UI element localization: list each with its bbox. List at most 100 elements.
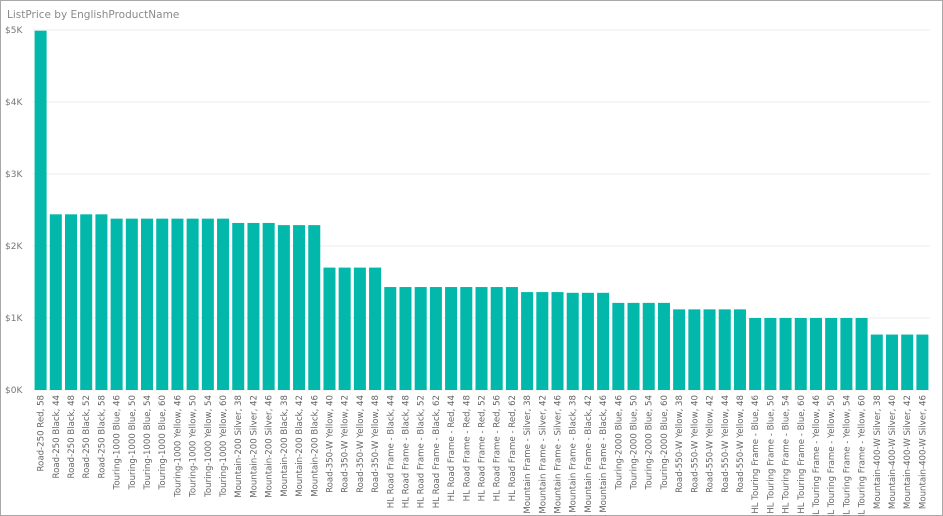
bar[interactable] (642, 302, 655, 390)
x-tick-label: Touring-1000 Yellow, 46 (173, 395, 183, 498)
x-tick-label: Mountain-400-W Silver, 46 (918, 395, 928, 509)
bar[interactable] (156, 218, 169, 390)
bar[interactable] (186, 218, 199, 390)
bar[interactable] (65, 214, 78, 390)
bar[interactable] (399, 287, 412, 390)
bar[interactable] (825, 318, 838, 390)
bar[interactable] (779, 318, 792, 390)
bar[interactable] (323, 267, 336, 390)
bar[interactable] (384, 287, 397, 390)
x-tick-label: HL Touring Frame - Blue, 60 (797, 395, 807, 514)
bar[interactable] (566, 292, 579, 390)
bar[interactable] (110, 218, 123, 390)
bar[interactable] (885, 334, 898, 390)
bar[interactable] (490, 287, 503, 390)
x-tick-label: Road-350-W Yellow, 42 (341, 395, 351, 493)
bar[interactable] (217, 218, 230, 390)
bar[interactable] (293, 225, 306, 390)
x-tick-label: HL Mountain Frame - Black, 42 (584, 395, 594, 516)
x-tick-label: HL Mountain Frame - Silver, 46 (554, 395, 564, 516)
bar[interactable] (855, 318, 868, 390)
bar[interactable] (262, 222, 275, 390)
y-tick-label: $0K (5, 386, 23, 396)
bar[interactable] (247, 222, 260, 390)
x-tick-label: HL Mountain Frame - Silver, 42 (538, 395, 548, 516)
bar[interactable] (80, 214, 93, 390)
bar[interactable] (49, 214, 62, 390)
bar[interactable] (536, 292, 549, 390)
x-tick-label: Touring-1000 Blue, 50 (128, 395, 138, 490)
bar[interactable] (277, 225, 290, 390)
bar[interactable] (551, 292, 564, 390)
x-tick-label: Road-250 Red, 58 (37, 395, 47, 472)
x-tick-label: Mountain-200 Silver, 46 (265, 395, 275, 498)
x-tick-label: Road-350-W Yellow, 48 (371, 395, 381, 493)
bar[interactable] (171, 218, 184, 390)
bar[interactable] (353, 267, 366, 390)
x-tick-label: Touring-2000 Blue, 50 (630, 395, 640, 490)
bar[interactable] (657, 302, 670, 390)
y-tick-label: $2K (5, 242, 23, 252)
bar[interactable] (627, 302, 640, 390)
x-tick-label: HL Road Frame - Black, 62 (432, 395, 442, 508)
x-tick-label: Mountain-400-W Silver, 40 (888, 395, 898, 509)
x-tick-label: Mountain-200 Silver, 42 (249, 395, 259, 498)
x-tick-label: Road-250 Black, 58 (97, 395, 107, 478)
x-tick-label: Road-550-W Yellow, 40 (690, 395, 700, 493)
x-tick-label: Road-350-W Yellow, 40 (325, 395, 335, 493)
bar[interactable] (429, 287, 442, 390)
bar[interactable] (901, 334, 914, 390)
bar[interactable] (764, 318, 777, 390)
bar[interactable] (673, 309, 686, 390)
y-tick-label: $5K (5, 26, 23, 36)
bar[interactable] (688, 309, 701, 390)
bar[interactable] (414, 287, 427, 390)
bar[interactable] (369, 267, 382, 390)
bar[interactable] (809, 318, 822, 390)
bar[interactable] (201, 218, 214, 390)
x-tick-label: HL Road Frame - Red, 44 (447, 395, 457, 501)
x-tick-label: HL Road Frame - Black, 48 (401, 395, 411, 508)
bar[interactable] (870, 334, 883, 390)
x-tick-label: Road-350-W Yellow, 44 (356, 395, 366, 493)
bar[interactable] (34, 30, 47, 390)
x-tick-label: Mountain-200 Black, 42 (295, 395, 305, 497)
bar[interactable] (733, 309, 746, 390)
x-tick-label: HL Touring Frame - Yellow, 54 (842, 395, 852, 516)
x-tick-label: HL Touring Frame - Yellow, 46 (812, 395, 822, 516)
x-tick-label: Touring-2000 Blue, 54 (645, 395, 655, 490)
bar[interactable] (581, 292, 594, 390)
bar[interactable] (460, 287, 473, 390)
bar[interactable] (840, 318, 853, 390)
bar[interactable] (95, 214, 108, 390)
x-tick-label: HL Road Frame - Red, 56 (493, 395, 503, 501)
bar[interactable] (597, 292, 610, 390)
bar[interactable] (232, 222, 245, 390)
bar[interactable] (794, 318, 807, 390)
bar[interactable] (445, 287, 458, 390)
bar[interactable] (475, 287, 488, 390)
x-tick-label: Mountain-400-W Silver, 38 (873, 395, 883, 509)
x-tick-label: Touring-1000 Blue, 60 (158, 395, 168, 490)
x-tick-label: HL Touring Frame - Yellow, 60 (858, 395, 868, 516)
x-tick-label: HL Road Frame - Red, 62 (508, 395, 518, 501)
x-tick-label: Road-250 Black, 48 (67, 395, 77, 478)
bar[interactable] (916, 334, 929, 390)
bar[interactable] (505, 287, 518, 390)
bar[interactable] (125, 218, 138, 390)
bar[interactable] (612, 302, 625, 390)
bar[interactable] (141, 218, 154, 390)
bar[interactable] (308, 225, 321, 390)
bar[interactable] (703, 309, 716, 390)
bar[interactable] (718, 309, 731, 390)
x-tick-label: Road-550-W Yellow, 48 (736, 395, 746, 493)
bar[interactable] (338, 267, 351, 390)
y-tick-label: $3K (5, 170, 23, 180)
x-tick-label: Road-550-W Yellow, 44 (721, 395, 731, 493)
x-tick-label: Mountain-200 Black, 38 (280, 395, 290, 497)
x-tick-label: Mountain-400-W Silver, 42 (903, 395, 913, 509)
bar[interactable] (521, 292, 534, 390)
x-tick-label: Mountain-200 Silver, 38 (234, 395, 244, 498)
bar[interactable] (749, 318, 762, 390)
x-tick-label: HL Mountain Frame - Silver, 38 (523, 395, 533, 516)
